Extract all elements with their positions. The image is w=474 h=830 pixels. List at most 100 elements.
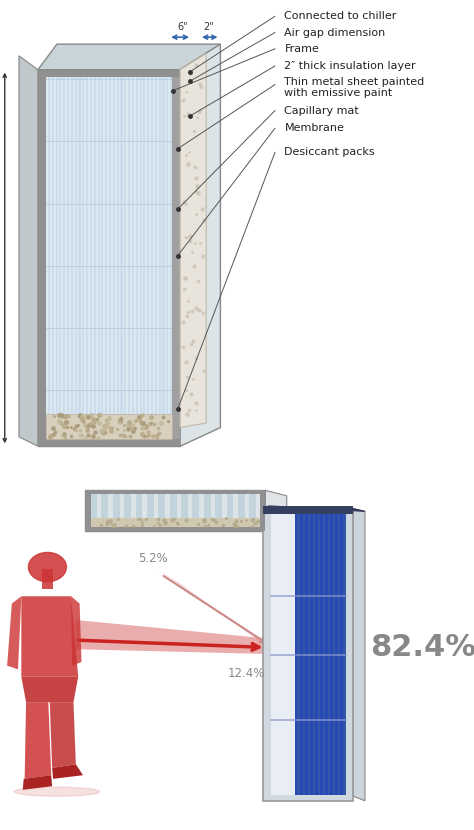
- Bar: [170, 72, 172, 444]
- Bar: [263, 505, 353, 515]
- Text: Desiccant packs: Desiccant packs: [284, 148, 375, 158]
- Bar: [67, 72, 69, 444]
- Polygon shape: [52, 764, 83, 779]
- Bar: [94, 72, 96, 444]
- Bar: [85, 527, 265, 530]
- Bar: [38, 70, 180, 76]
- Bar: [85, 491, 91, 530]
- Bar: [263, 509, 353, 801]
- Text: 82.4%: 82.4%: [370, 633, 474, 662]
- Bar: [136, 494, 142, 527]
- Polygon shape: [21, 596, 78, 676]
- Bar: [105, 72, 107, 444]
- Bar: [98, 72, 100, 444]
- Bar: [38, 70, 46, 447]
- Bar: [330, 515, 333, 795]
- Bar: [75, 72, 77, 444]
- Bar: [260, 491, 265, 530]
- Bar: [109, 72, 111, 444]
- Bar: [38, 439, 180, 447]
- Bar: [315, 515, 318, 795]
- Bar: [325, 515, 328, 795]
- Polygon shape: [180, 53, 206, 427]
- Bar: [271, 515, 295, 795]
- Polygon shape: [156, 569, 273, 651]
- Bar: [151, 72, 153, 444]
- Bar: [48, 72, 50, 444]
- Bar: [249, 494, 256, 527]
- Text: Membrane: Membrane: [284, 124, 344, 134]
- Bar: [295, 515, 297, 795]
- Bar: [113, 494, 119, 527]
- Bar: [71, 72, 73, 444]
- Bar: [38, 70, 180, 447]
- Polygon shape: [19, 56, 38, 447]
- Bar: [310, 515, 313, 795]
- Bar: [85, 491, 265, 494]
- Polygon shape: [50, 702, 76, 768]
- Text: 5.2%: 5.2%: [138, 552, 168, 565]
- Text: 2": 2": [203, 22, 214, 32]
- Bar: [90, 494, 97, 527]
- Bar: [295, 515, 346, 795]
- Bar: [181, 494, 188, 527]
- Bar: [204, 494, 210, 527]
- Text: 12.4%: 12.4%: [228, 667, 265, 681]
- Polygon shape: [180, 44, 220, 447]
- Bar: [215, 494, 222, 527]
- Bar: [192, 494, 199, 527]
- Bar: [120, 72, 123, 444]
- Bar: [101, 72, 103, 444]
- Bar: [59, 72, 62, 444]
- Text: Thin metal sheet painted
with emissive paint: Thin metal sheet painted with emissive p…: [284, 76, 425, 98]
- Polygon shape: [7, 596, 21, 669]
- Bar: [340, 515, 343, 795]
- Text: Connected to chiller: Connected to chiller: [284, 12, 397, 22]
- Circle shape: [28, 553, 66, 582]
- Bar: [124, 494, 131, 527]
- Bar: [147, 72, 149, 444]
- Text: 2″ thick insulation layer: 2″ thick insulation layer: [284, 61, 416, 71]
- Polygon shape: [76, 620, 265, 654]
- Bar: [128, 72, 130, 444]
- Bar: [85, 491, 265, 530]
- Bar: [63, 72, 65, 444]
- Bar: [147, 494, 154, 527]
- Bar: [55, 72, 58, 444]
- Bar: [101, 494, 108, 527]
- Bar: [82, 72, 84, 444]
- Bar: [44, 72, 46, 444]
- Text: Frame: Frame: [284, 44, 319, 54]
- Bar: [91, 518, 260, 527]
- Bar: [305, 515, 308, 795]
- Polygon shape: [71, 596, 82, 666]
- Bar: [132, 72, 134, 444]
- Bar: [238, 494, 245, 527]
- Text: Capillary mat: Capillary mat: [284, 105, 359, 115]
- Bar: [46, 413, 172, 439]
- Bar: [40, 72, 42, 444]
- Bar: [174, 72, 176, 444]
- Bar: [159, 72, 161, 444]
- Bar: [42, 569, 53, 589]
- Bar: [79, 72, 81, 444]
- Polygon shape: [21, 676, 78, 702]
- Bar: [90, 72, 92, 444]
- Polygon shape: [23, 775, 52, 790]
- Bar: [172, 70, 180, 447]
- Polygon shape: [353, 509, 365, 801]
- Bar: [113, 72, 115, 444]
- Bar: [158, 494, 165, 527]
- Polygon shape: [265, 491, 287, 536]
- Bar: [86, 72, 88, 444]
- Bar: [124, 72, 127, 444]
- Bar: [227, 494, 233, 527]
- Bar: [320, 515, 323, 795]
- Bar: [170, 494, 176, 527]
- Text: 6": 6": [177, 22, 188, 32]
- Text: Air gap dimension: Air gap dimension: [284, 27, 386, 37]
- Polygon shape: [38, 44, 220, 70]
- Bar: [300, 515, 302, 795]
- Bar: [163, 72, 164, 444]
- Bar: [155, 72, 157, 444]
